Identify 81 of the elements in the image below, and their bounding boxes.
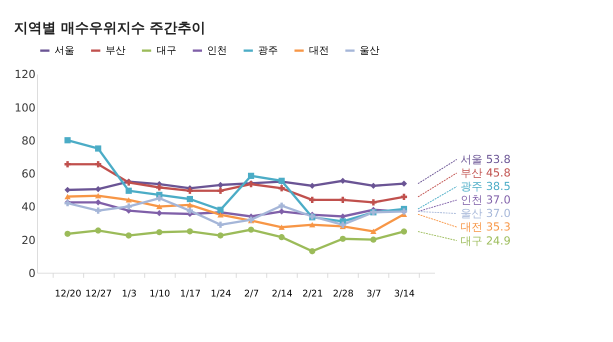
y-tick-label: 60 bbox=[21, 168, 36, 181]
point bbox=[278, 185, 285, 192]
point bbox=[156, 229, 162, 236]
y-tick-label: 100 bbox=[14, 101, 36, 114]
y-tick-label: 80 bbox=[21, 134, 36, 148]
y-tick-label: 0 bbox=[28, 266, 36, 280]
text: 대전 35.3 bbox=[460, 220, 511, 234]
point bbox=[248, 226, 254, 233]
text: 서울 53.8 bbox=[460, 153, 511, 166]
legend-label: 대구 bbox=[156, 45, 176, 56]
point bbox=[186, 208, 193, 214]
point bbox=[309, 222, 316, 228]
point bbox=[340, 196, 346, 203]
point bbox=[186, 228, 193, 234]
point bbox=[64, 137, 71, 144]
point bbox=[64, 186, 71, 194]
legend-label: 울산 bbox=[360, 45, 380, 56]
point bbox=[370, 236, 376, 243]
point bbox=[400, 228, 408, 235]
legend-label: 광주 bbox=[258, 45, 278, 56]
point bbox=[186, 196, 193, 202]
legend-label: 인천 bbox=[207, 45, 228, 56]
legend-label: 대전 bbox=[308, 45, 329, 56]
point bbox=[400, 180, 408, 187]
text: 광주 38.5 bbox=[460, 180, 511, 194]
point bbox=[64, 230, 71, 237]
x-tick-label: 2/7 bbox=[244, 288, 260, 300]
text: 인천 37.0 bbox=[460, 194, 511, 207]
point bbox=[217, 232, 224, 239]
point bbox=[400, 194, 408, 200]
legend-label: 부산 bbox=[105, 45, 126, 56]
point bbox=[95, 193, 102, 198]
x-tick-label: 3/7 bbox=[366, 288, 382, 300]
x-tick-label: 2/21 bbox=[302, 288, 324, 300]
y-tick-label: 120 bbox=[14, 68, 36, 82]
point bbox=[95, 161, 102, 168]
point bbox=[340, 236, 346, 242]
point bbox=[126, 232, 132, 239]
text: 울산 37.0 bbox=[460, 207, 511, 220]
point bbox=[278, 224, 285, 230]
point bbox=[156, 184, 162, 191]
point bbox=[126, 203, 132, 210]
x-tick-label: 2/28 bbox=[332, 288, 354, 300]
point bbox=[186, 188, 193, 194]
point bbox=[126, 197, 132, 203]
point bbox=[95, 227, 102, 234]
point bbox=[95, 145, 102, 152]
x-tick-label: 12/27 bbox=[85, 288, 112, 300]
point bbox=[186, 202, 193, 208]
point bbox=[126, 188, 132, 194]
x-tick-label: 1/24 bbox=[210, 288, 232, 300]
point bbox=[95, 186, 102, 192]
text: 대구 24.9 bbox=[460, 234, 511, 248]
x-tick-label: 3/14 bbox=[394, 288, 415, 300]
legend-label: 서울 bbox=[54, 45, 75, 56]
text: 부산 45.8 bbox=[460, 166, 511, 180]
x-tick-label: 1/17 bbox=[180, 288, 201, 300]
point bbox=[309, 248, 316, 254]
point bbox=[309, 196, 316, 203]
point bbox=[217, 222, 224, 228]
point bbox=[64, 161, 71, 168]
point bbox=[217, 188, 224, 194]
y-tick-label: 40 bbox=[21, 200, 36, 214]
point bbox=[278, 208, 285, 215]
point bbox=[370, 228, 376, 234]
point bbox=[217, 206, 224, 213]
chart-title: 지역별 매수우위지수 주간추이 bbox=[14, 20, 206, 36]
point bbox=[64, 194, 71, 200]
point bbox=[248, 172, 254, 179]
point bbox=[156, 195, 162, 202]
x-tick-label: 12/20 bbox=[54, 288, 82, 300]
point bbox=[156, 204, 162, 210]
point bbox=[370, 199, 376, 206]
x-tick-label: 2/14 bbox=[272, 288, 293, 300]
point bbox=[278, 202, 285, 209]
point bbox=[95, 208, 102, 214]
point bbox=[217, 212, 224, 218]
x-tick-label: 1/10 bbox=[149, 288, 170, 300]
point bbox=[278, 234, 285, 240]
x-tick-label: 1/3 bbox=[122, 288, 137, 300]
y-tick-label: 20 bbox=[21, 234, 36, 247]
